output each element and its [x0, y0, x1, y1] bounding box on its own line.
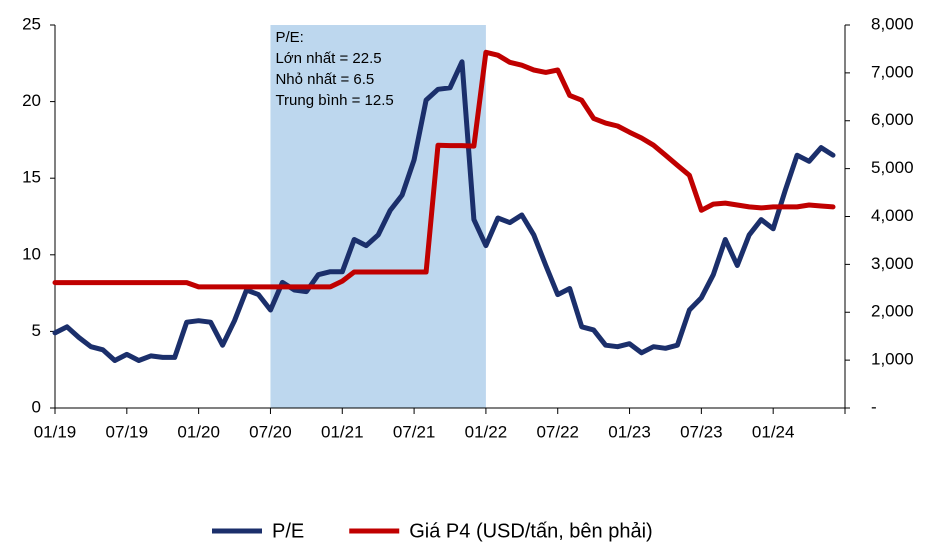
x-tick-label: 01/19	[34, 422, 77, 441]
y2-tick-label: 4,000	[871, 206, 914, 225]
y-tick-label: 5	[32, 321, 41, 340]
legend-label: Giá P4 (USD/tấn, bên phải)	[409, 520, 652, 542]
x-tick-label: 07/21	[393, 422, 436, 441]
y-tick-label: 10	[22, 244, 41, 263]
x-tick-label: 07/22	[536, 422, 579, 441]
series-line	[52, 59, 836, 363]
y-tick-label: 15	[22, 168, 41, 187]
y-tick-label: 0	[32, 397, 41, 416]
annotation: Nhỏ nhất = 6.5	[275, 71, 374, 88]
x-tick-label: 01/20	[177, 422, 220, 441]
y2-tick-label: 1,000	[871, 350, 914, 369]
x-tick-label: 01/22	[465, 422, 508, 441]
legend-label: P/E	[272, 520, 304, 542]
annotation: Lớn nhất = 22.5	[275, 50, 381, 67]
y-tick-label: 20	[22, 91, 41, 110]
x-tick-label: 01/21	[321, 422, 364, 441]
x-tick-label: 01/23	[608, 422, 651, 441]
y-tick-label: 25	[22, 14, 41, 33]
annotation: Trung bình = 12.5	[275, 92, 393, 109]
x-tick-label: 07/20	[249, 422, 292, 441]
x-tick-label: 01/24	[752, 422, 795, 441]
y2-tick-label: 3,000	[871, 254, 914, 273]
y2-tick-label: 6,000	[871, 110, 914, 129]
y2-tick-label: 8,000	[871, 14, 914, 33]
y2-tick-label: -	[871, 397, 877, 416]
y2-tick-label: 5,000	[871, 158, 914, 177]
annotation: P/E:	[275, 29, 303, 46]
series-line	[52, 49, 836, 290]
x-tick-label: 07/23	[680, 422, 723, 441]
y2-tick-label: 2,000	[871, 302, 914, 321]
y2-tick-label: 7,000	[871, 62, 914, 81]
x-tick-label: 07/19	[106, 422, 149, 441]
